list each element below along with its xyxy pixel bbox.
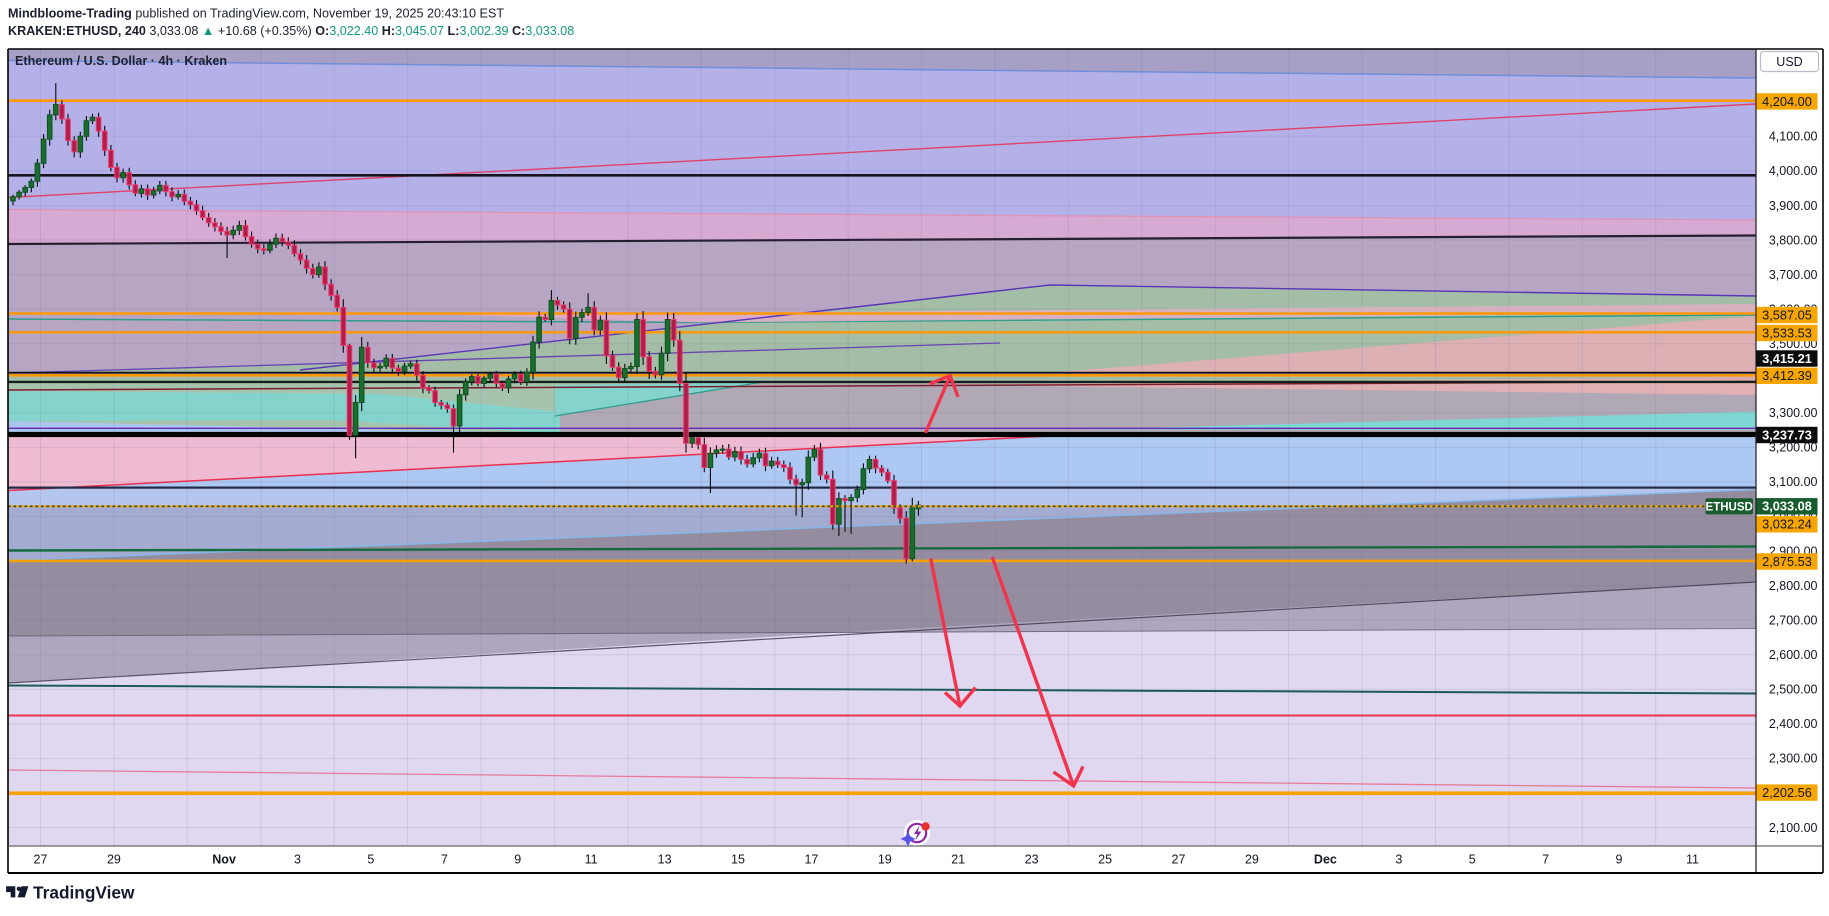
svg-text:5: 5 — [367, 853, 374, 867]
svg-text:3,587.05: 3,587.05 — [1762, 307, 1812, 322]
svg-text:9: 9 — [1616, 853, 1623, 867]
svg-text:2,800.00: 2,800.00 — [1769, 579, 1818, 593]
svg-text:25: 25 — [1098, 853, 1112, 867]
svg-text:2,500.00: 2,500.00 — [1769, 683, 1818, 697]
svg-text:Nov: Nov — [212, 853, 236, 867]
svg-text:3,032.24: 3,032.24 — [1762, 517, 1812, 532]
svg-text:7: 7 — [441, 853, 448, 867]
svg-text:2,202.56: 2,202.56 — [1762, 785, 1812, 800]
svg-text:9: 9 — [514, 853, 521, 867]
svg-text:Mindbloome-Trading published o: Mindbloome-Trading published on TradingV… — [8, 7, 504, 21]
svg-text:4,100.00: 4,100.00 — [1769, 130, 1818, 144]
svg-text:5: 5 — [1469, 853, 1476, 867]
svg-text:TradingView: TradingView — [33, 882, 135, 902]
svg-text:3,700.00: 3,700.00 — [1769, 268, 1818, 282]
svg-text:3,412.39: 3,412.39 — [1762, 368, 1812, 383]
svg-text:2,875.53: 2,875.53 — [1762, 554, 1812, 569]
svg-text:19: 19 — [878, 853, 892, 867]
svg-text:3,415.21: 3,415.21 — [1762, 351, 1812, 366]
svg-text:3,237.73: 3,237.73 — [1762, 427, 1812, 442]
svg-text:4,204.00: 4,204.00 — [1762, 94, 1812, 109]
svg-text:4,000.00: 4,000.00 — [1769, 164, 1818, 178]
svg-text:3: 3 — [294, 853, 301, 867]
svg-text:29: 29 — [107, 853, 121, 867]
svg-text:27: 27 — [34, 853, 48, 867]
svg-text:3,100.00: 3,100.00 — [1769, 475, 1818, 489]
svg-text:15: 15 — [731, 853, 745, 867]
svg-text:27: 27 — [1172, 853, 1186, 867]
svg-text:ETHUSD: ETHUSD — [1706, 501, 1753, 513]
svg-text:17: 17 — [804, 853, 818, 867]
svg-text:3,200.00: 3,200.00 — [1769, 441, 1818, 455]
svg-text:KRAKEN:ETHUSD, 240 3,033.08 ▲: KRAKEN:ETHUSD, 240 3,033.08 ▲ +10.68 (+0… — [8, 24, 574, 38]
svg-text:2,400.00: 2,400.00 — [1769, 717, 1818, 731]
svg-text:3,533.53: 3,533.53 — [1762, 325, 1812, 340]
svg-text:23: 23 — [1025, 853, 1039, 867]
svg-text:29: 29 — [1245, 853, 1259, 867]
svg-text:13: 13 — [658, 853, 672, 867]
svg-text:7: 7 — [1542, 853, 1549, 867]
svg-text:2,600.00: 2,600.00 — [1769, 648, 1818, 662]
svg-text:11: 11 — [1686, 853, 1699, 867]
svg-text:3,300.00: 3,300.00 — [1769, 406, 1818, 420]
svg-text:Ethereum / U.S. Dollar · 4h ·: Ethereum / U.S. Dollar · 4h · Kraken — [15, 54, 227, 68]
svg-text:USD: USD — [1776, 55, 1802, 69]
svg-text:2,100.00: 2,100.00 — [1769, 821, 1818, 835]
svg-text:3,800.00: 3,800.00 — [1769, 233, 1818, 247]
svg-text:21: 21 — [951, 853, 965, 867]
svg-text:3: 3 — [1395, 853, 1402, 867]
svg-text:2,700.00: 2,700.00 — [1769, 614, 1818, 628]
svg-text:11: 11 — [585, 853, 598, 867]
svg-text:3,033.08: 3,033.08 — [1762, 499, 1812, 514]
svg-text:3,900.00: 3,900.00 — [1769, 199, 1818, 213]
svg-text:2,300.00: 2,300.00 — [1769, 752, 1818, 766]
svg-text:Dec: Dec — [1314, 853, 1337, 867]
